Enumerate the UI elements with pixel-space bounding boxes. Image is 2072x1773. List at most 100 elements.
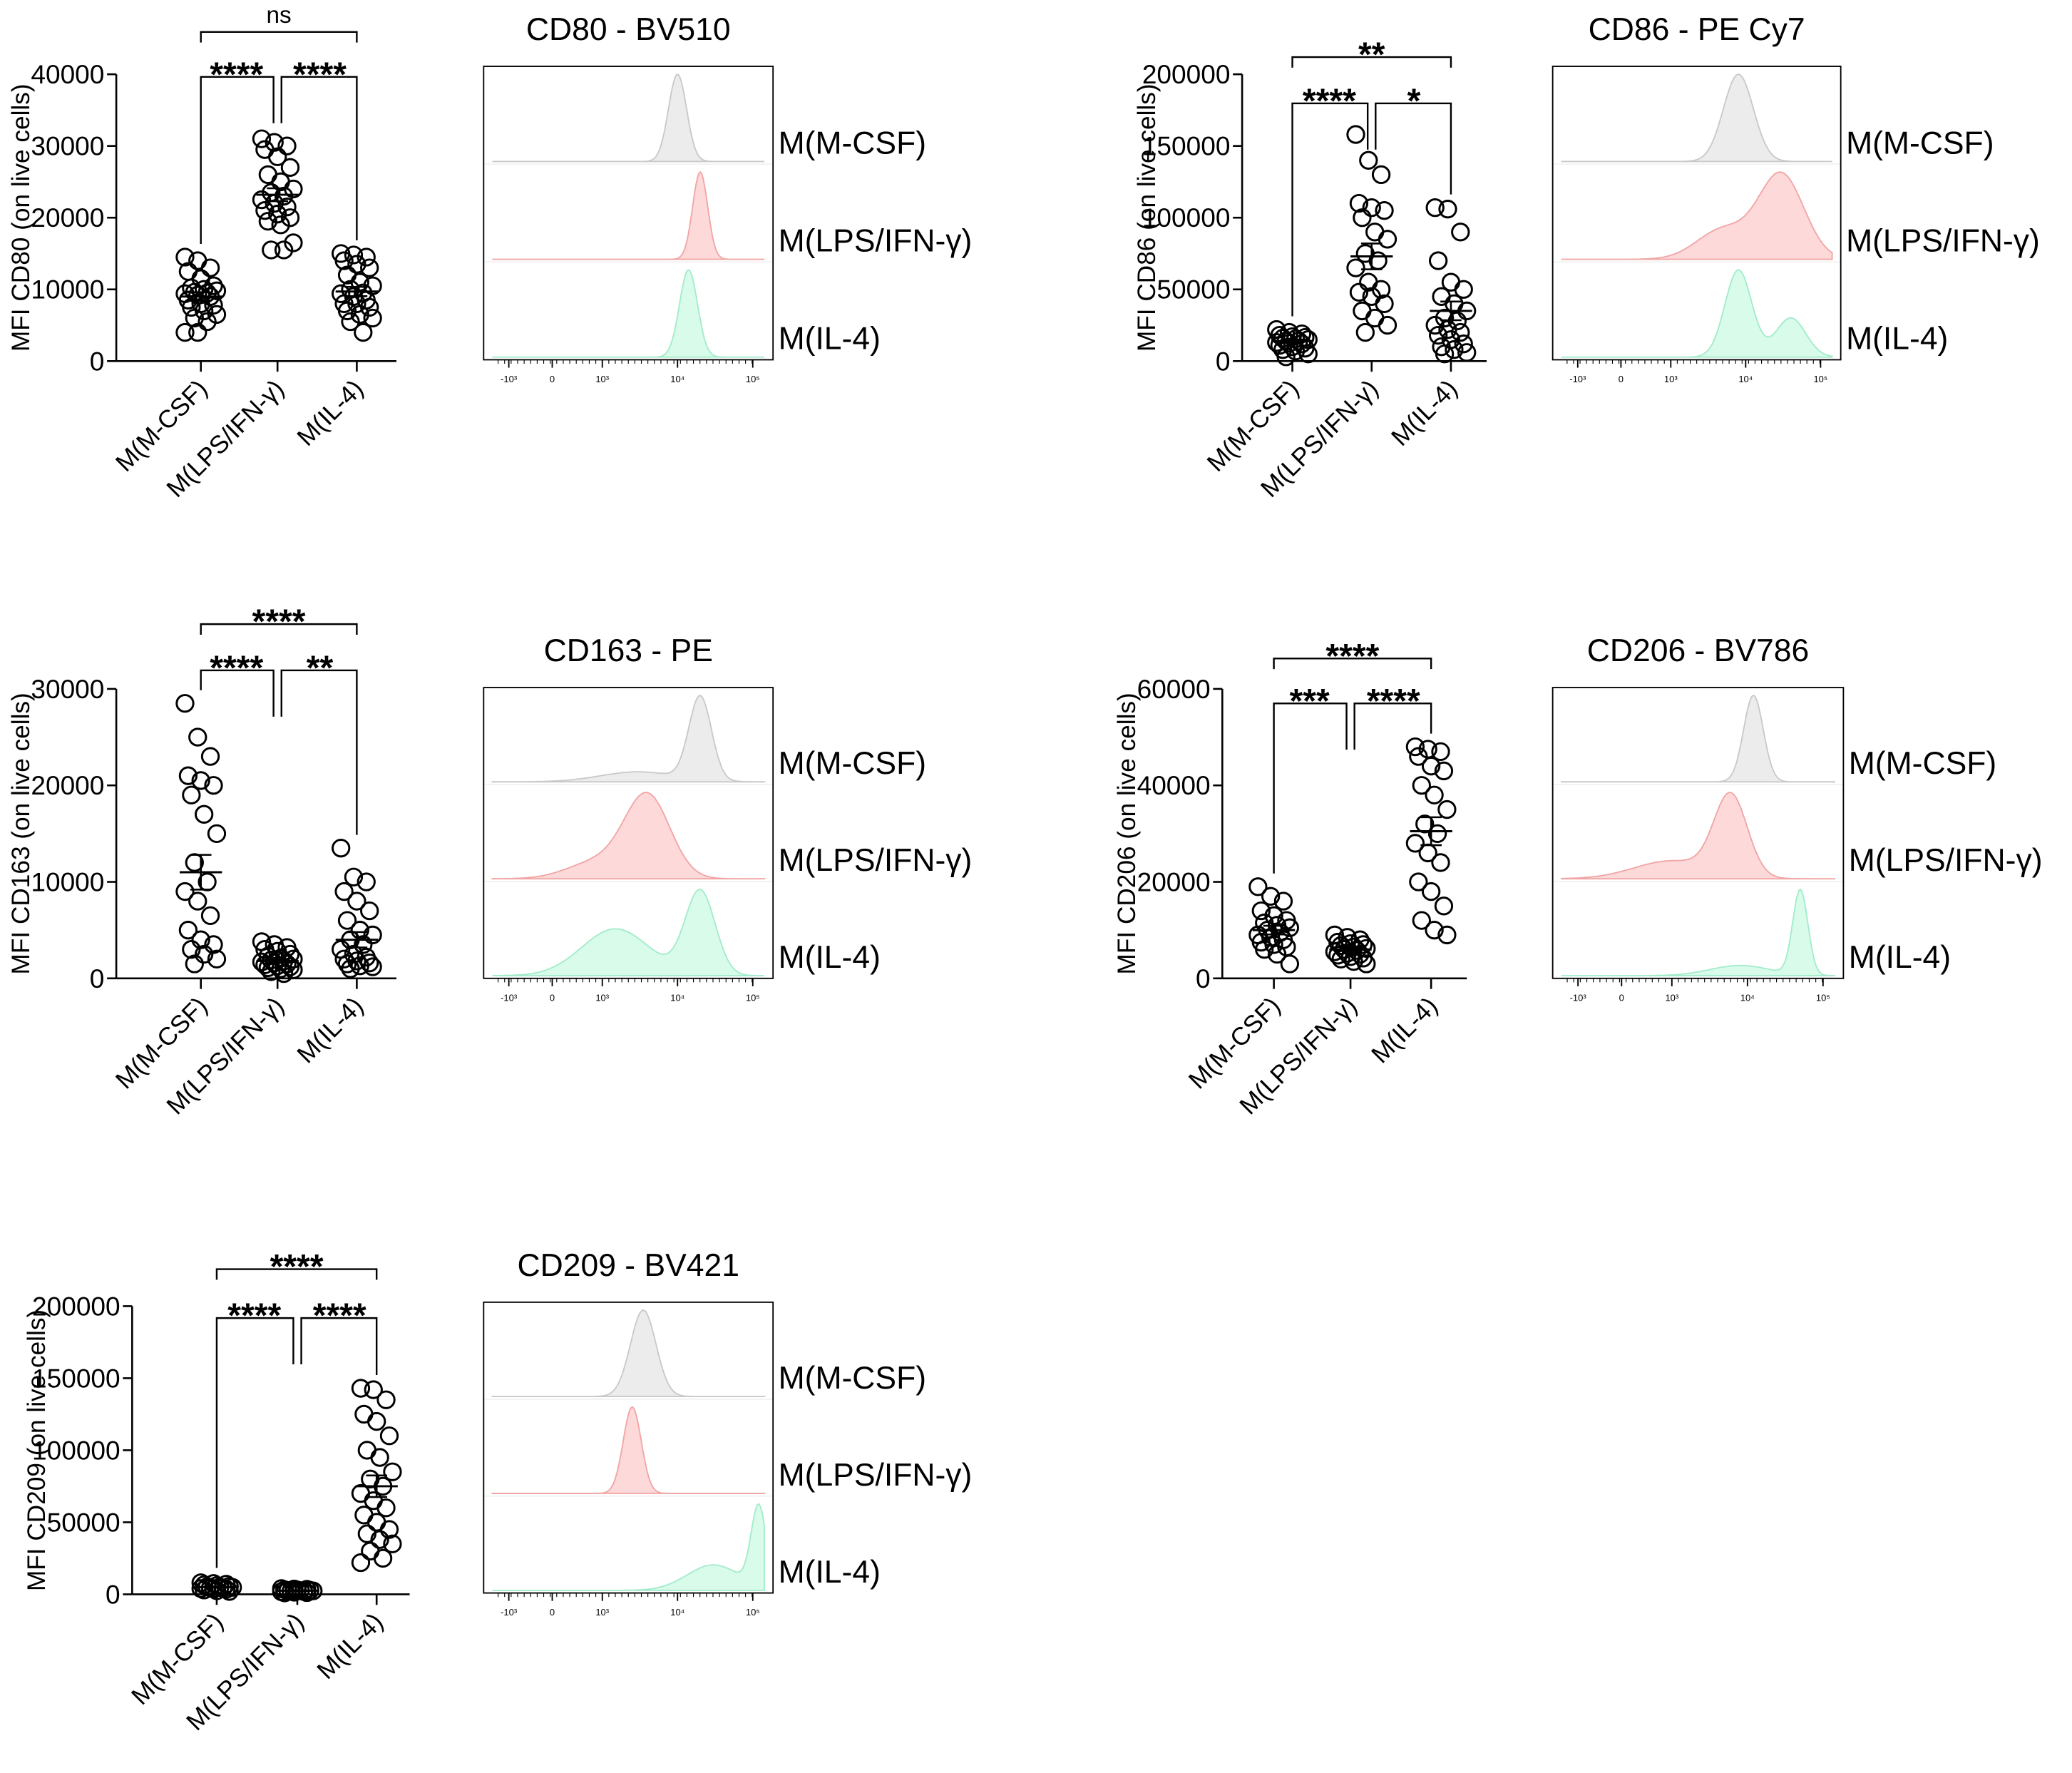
data-point [373, 1548, 393, 1568]
data-point [334, 882, 354, 901]
significance-bracket [1273, 658, 1432, 670]
data-point [341, 959, 360, 979]
significance-bracket [200, 669, 275, 717]
data-point [1431, 742, 1450, 762]
data-point [383, 1462, 402, 1481]
data-point [1267, 944, 1287, 964]
y-tick-label: 200000 [32, 1291, 120, 1321]
y-tick-label: 150000 [32, 1363, 120, 1393]
row-label: M(LPS/IFN-γ) [779, 843, 973, 878]
data-point [354, 1404, 374, 1424]
data-point [1409, 747, 1428, 766]
significance-label: **** [270, 1248, 324, 1287]
data-point [1328, 946, 1348, 965]
data-point [1434, 896, 1454, 916]
x-tick-label: 10⁵ [746, 374, 760, 384]
data-point [1346, 258, 1365, 277]
x-tick-label: 0 [550, 374, 555, 384]
y-tick-label: 30000 [31, 674, 104, 704]
row-label: M(M-CSF) [779, 746, 926, 781]
x-tick-label: 10³ [595, 1607, 609, 1618]
data-point [344, 867, 364, 886]
x-tick-label: 0 [550, 1607, 555, 1618]
y-tick-label: 40000 [31, 59, 104, 89]
data-point [175, 694, 195, 713]
data-point [200, 258, 220, 277]
data-point [207, 305, 227, 325]
histogram-curve [1561, 171, 1833, 260]
data-point [204, 935, 223, 954]
x-tick-label: 10⁵ [746, 992, 760, 1003]
data-point [1362, 198, 1381, 218]
histogram-title: CD86 - PE Cy7 [1589, 12, 1805, 47]
data-point [1344, 951, 1363, 971]
histogram-curve [1560, 695, 1836, 783]
data-point [1428, 251, 1448, 270]
data-point [280, 208, 300, 228]
data-point [182, 940, 201, 959]
data-point [175, 882, 195, 901]
significance-label: **** [227, 1297, 281, 1335]
histogram-curve [491, 1309, 766, 1397]
data-point [1445, 340, 1464, 359]
significance-bracket [280, 669, 358, 835]
data-point [1371, 280, 1391, 299]
data-point [252, 190, 272, 210]
x-tick-label: M(IL-4) [312, 1608, 389, 1685]
x-tick-label: 10⁵ [1813, 374, 1827, 384]
data-point [271, 215, 290, 235]
data-point [284, 1583, 304, 1602]
histogram-curve [492, 171, 765, 260]
data-point [277, 136, 297, 155]
data-point [383, 1534, 402, 1553]
x-tick-label: M(IL-4) [292, 374, 369, 451]
data-point [361, 1541, 380, 1561]
data-point [194, 944, 214, 964]
row-label: M(M-CSF) [779, 126, 926, 160]
data-point [341, 312, 360, 332]
data-point [363, 957, 382, 976]
x-tick-label: 10⁵ [746, 1607, 760, 1618]
data-point [191, 930, 210, 949]
data-point [1435, 308, 1455, 328]
significance-bracket [200, 31, 358, 43]
data-point [217, 1580, 236, 1599]
histogram-curve [492, 73, 765, 163]
significance-label: ns [266, 2, 291, 29]
data-point [1378, 230, 1397, 249]
data-point [1349, 282, 1369, 302]
significance-label: **** [210, 649, 263, 688]
data-point [370, 1530, 389, 1549]
data-point [185, 308, 204, 328]
data-point [364, 1380, 383, 1399]
x-tick-label: 10⁴ [1738, 374, 1753, 384]
data-point [1438, 320, 1457, 339]
data-point [1431, 853, 1450, 872]
data-point [1454, 280, 1473, 299]
y-tick-label: 20000 [31, 203, 104, 233]
x-tick-label: 10³ [595, 374, 609, 384]
y-tick-label: 10000 [31, 867, 104, 896]
x-tick-label: 10⁵ [1816, 992, 1830, 1003]
significance-bracket [1273, 702, 1348, 874]
data-point [1437, 799, 1457, 819]
data-point [1264, 935, 1283, 954]
data-point [1255, 940, 1274, 959]
data-point [363, 308, 382, 328]
data-point [207, 824, 227, 844]
data-point [360, 901, 379, 921]
data-point [354, 322, 373, 342]
histogram-frame [483, 66, 774, 361]
data-point [277, 197, 297, 217]
data-point [258, 212, 278, 231]
data-point [376, 1390, 396, 1409]
x-tick-label: 10⁴ [670, 992, 684, 1003]
data-point [347, 891, 366, 911]
data-point [175, 247, 195, 267]
x-tick-label: 10³ [595, 992, 609, 1003]
data-point [351, 1553, 371, 1573]
data-point [357, 1524, 377, 1543]
significance-bracket [300, 1317, 378, 1376]
